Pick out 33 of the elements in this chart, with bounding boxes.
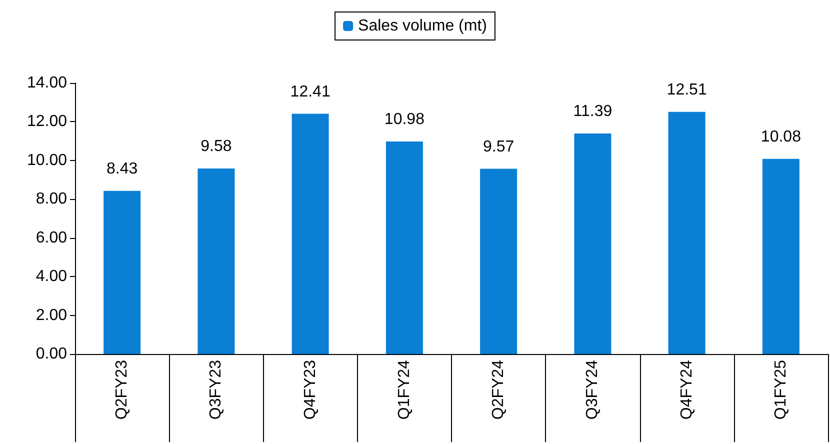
- bar: [480, 168, 518, 354]
- y-tick-label: 12.00: [26, 113, 68, 130]
- bar: [574, 134, 612, 354]
- bar: [668, 112, 706, 354]
- bar: [104, 190, 141, 354]
- x-tick-label: Q2FY23: [114, 360, 131, 420]
- data-label: 9.58: [200, 138, 232, 156]
- legend-label: Sales volume (mt): [358, 18, 487, 34]
- y-tick-label: 10.00: [26, 152, 68, 169]
- x-tick-label: Q2FY24: [490, 360, 508, 420]
- data-label: 11.39: [573, 103, 612, 120]
- x-tick-label: Q4FY24: [678, 360, 696, 420]
- x-tick-label: Q1FY24: [396, 360, 413, 420]
- y-tick-label: 8.00: [36, 190, 68, 208]
- x-tick-label: Q3FY23: [208, 360, 225, 420]
- data-label: 10.08: [760, 128, 802, 146]
- bar: [292, 114, 329, 354]
- bar: [198, 168, 235, 354]
- x-tick-label: Q1FY25: [772, 360, 790, 420]
- data-label: 10.98: [384, 110, 425, 128]
- y-tick-label: 0.00: [36, 346, 68, 362]
- y-tick-label: 4.00: [36, 268, 68, 286]
- bar: [762, 158, 800, 354]
- y-tick-label: 2.00: [36, 306, 68, 324]
- x-tick-label: Q4FY23: [302, 360, 319, 420]
- bar: [386, 141, 423, 354]
- x-tick-label: Q3FY24: [584, 360, 602, 420]
- y-tick-label: 6.00: [36, 229, 68, 246]
- data-label: 9.57: [482, 138, 514, 156]
- y-tick-label: 14.00: [26, 74, 68, 92]
- data-label: 12.41: [290, 83, 330, 100]
- data-label: 8.43: [106, 160, 138, 178]
- data-label: 12.51: [666, 81, 707, 98]
